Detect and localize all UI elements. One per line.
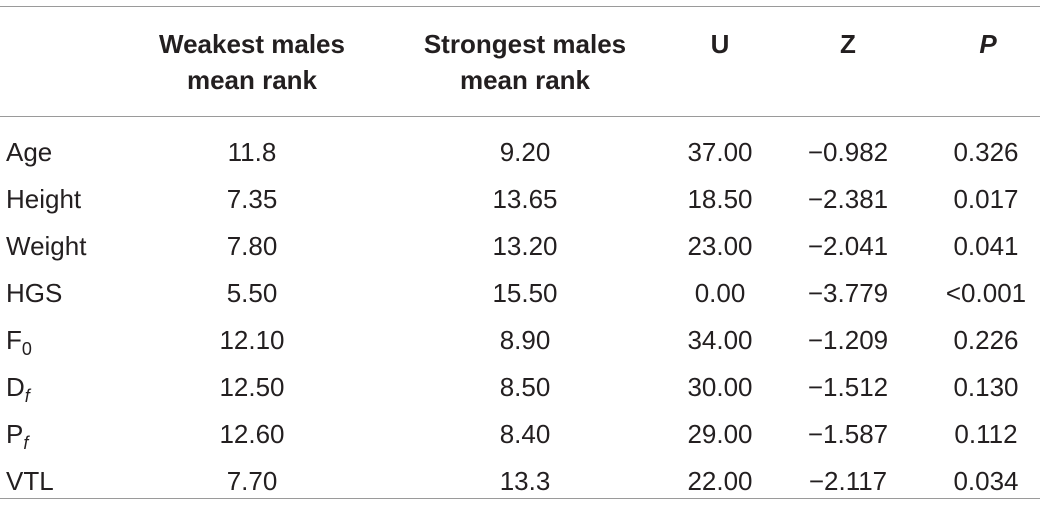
cell-weakest-rank: 12.60: [219, 419, 285, 449]
row-label: Pf: [6, 411, 146, 458]
header-weakest-line2: mean rank: [186, 65, 318, 95]
cell-z: −1.209: [807, 325, 889, 355]
row-label-text: F: [6, 325, 22, 355]
row-label-text: D: [6, 372, 25, 402]
table-top-rule: [0, 6, 1040, 7]
table-row: Age 11.8 9.20 37.00 −0.982 0.326: [0, 129, 1040, 176]
row-label-text: VTL: [6, 466, 54, 496]
row-label-text: HGS: [6, 278, 63, 308]
cell-u: 29.00: [687, 419, 753, 449]
cell-weakest-rank: 12.10: [219, 325, 285, 355]
header-z: Z: [840, 29, 856, 59]
table-row: VTL 7.70 13.3 22.00 −2.117 0.034: [0, 458, 1040, 505]
cell-u: 18.50: [687, 184, 753, 214]
table-row: Df 12.50 8.50 30.00 −1.512 0.130: [0, 364, 1040, 411]
cell-z: −3.779: [807, 278, 889, 308]
row-label-text: Height: [6, 184, 82, 214]
row-label-text: P: [6, 419, 24, 449]
cell-u: 23.00: [687, 231, 753, 261]
cell-z: −1.587: [807, 419, 889, 449]
row-label: Df: [6, 364, 146, 411]
cell-u: 37.00: [687, 137, 753, 167]
cell-u: 0.00: [694, 278, 746, 308]
cell-z: −2.041: [807, 231, 889, 261]
table-row: F0 12.10 8.90 34.00 −1.209 0.226: [0, 317, 1040, 364]
cell-weakest-rank: 12.50: [219, 372, 285, 402]
table-row: Height 7.35 13.65 18.50 −2.381 0.017: [0, 176, 1040, 223]
cell-strongest-rank: 8.90: [499, 325, 551, 355]
cell-weakest-rank: 7.80: [226, 231, 278, 261]
cell-strongest-rank: 13.3: [499, 466, 551, 496]
header-u: U: [710, 29, 730, 59]
row-label-text: Age: [6, 137, 53, 167]
cell-p: 0.017: [953, 184, 1019, 214]
row-label-text: Weight: [6, 231, 87, 261]
table-row: HGS 5.50 15.50 0.00 −3.779 <0.001: [0, 270, 1040, 317]
cell-weakest-rank: 7.70: [226, 466, 278, 496]
cell-p: 0.326: [953, 137, 1019, 167]
row-label-subscript: 0: [21, 339, 32, 359]
header-p: P: [979, 29, 997, 59]
row-label: Weight: [6, 223, 146, 270]
row-label: HGS: [6, 270, 146, 317]
row-label: F0: [6, 317, 146, 364]
table-row: Weight 7.80 13.20 23.00 −2.041 0.041: [0, 223, 1040, 270]
header-separator-rule: [0, 116, 1040, 117]
row-label: Height: [6, 176, 146, 223]
cell-u: 22.00: [687, 466, 753, 496]
cell-p: 0.034: [953, 466, 1019, 496]
header-weakest-line1: Weakest males: [159, 29, 345, 59]
cell-strongest-rank: 8.50: [499, 372, 551, 402]
table-row: Pf 12.60 8.40 29.00 −1.587 0.112: [0, 411, 1040, 458]
cell-weakest-rank: 7.35: [226, 184, 278, 214]
header-strongest-line1: Strongest males: [423, 29, 627, 59]
cell-p: 0.112: [954, 419, 1018, 449]
cell-u: 34.00: [687, 325, 753, 355]
row-label: VTL: [6, 458, 146, 505]
header-strongest-line2: mean rank: [459, 65, 591, 95]
cell-z: −2.117: [808, 466, 888, 496]
cell-weakest-rank: 5.50: [226, 278, 278, 308]
cell-strongest-rank: 13.65: [492, 184, 558, 214]
cell-u: 30.00: [687, 372, 753, 402]
cell-z: −1.512: [807, 372, 889, 402]
cell-z: −0.982: [807, 137, 889, 167]
cell-strongest-rank: 8.40: [499, 419, 551, 449]
cell-p: 0.130: [953, 372, 1019, 402]
row-label-subscript: f: [23, 433, 29, 453]
cell-strongest-rank: 13.20: [492, 231, 558, 261]
cell-p: <0.001: [945, 278, 1027, 308]
header-weakest-males: Weakest males mean rank: [140, 26, 364, 98]
row-label: Age: [6, 129, 146, 176]
row-label-subscript: f: [24, 386, 30, 406]
cell-p: 0.226: [953, 325, 1019, 355]
cell-p: 0.041: [953, 231, 1019, 261]
cell-weakest-rank: 11.8: [227, 137, 277, 167]
cell-z: −2.381: [807, 184, 889, 214]
header-strongest-males: Strongest males mean rank: [400, 26, 650, 98]
cell-strongest-rank: 15.50: [492, 278, 558, 308]
cell-strongest-rank: 9.20: [499, 137, 551, 167]
